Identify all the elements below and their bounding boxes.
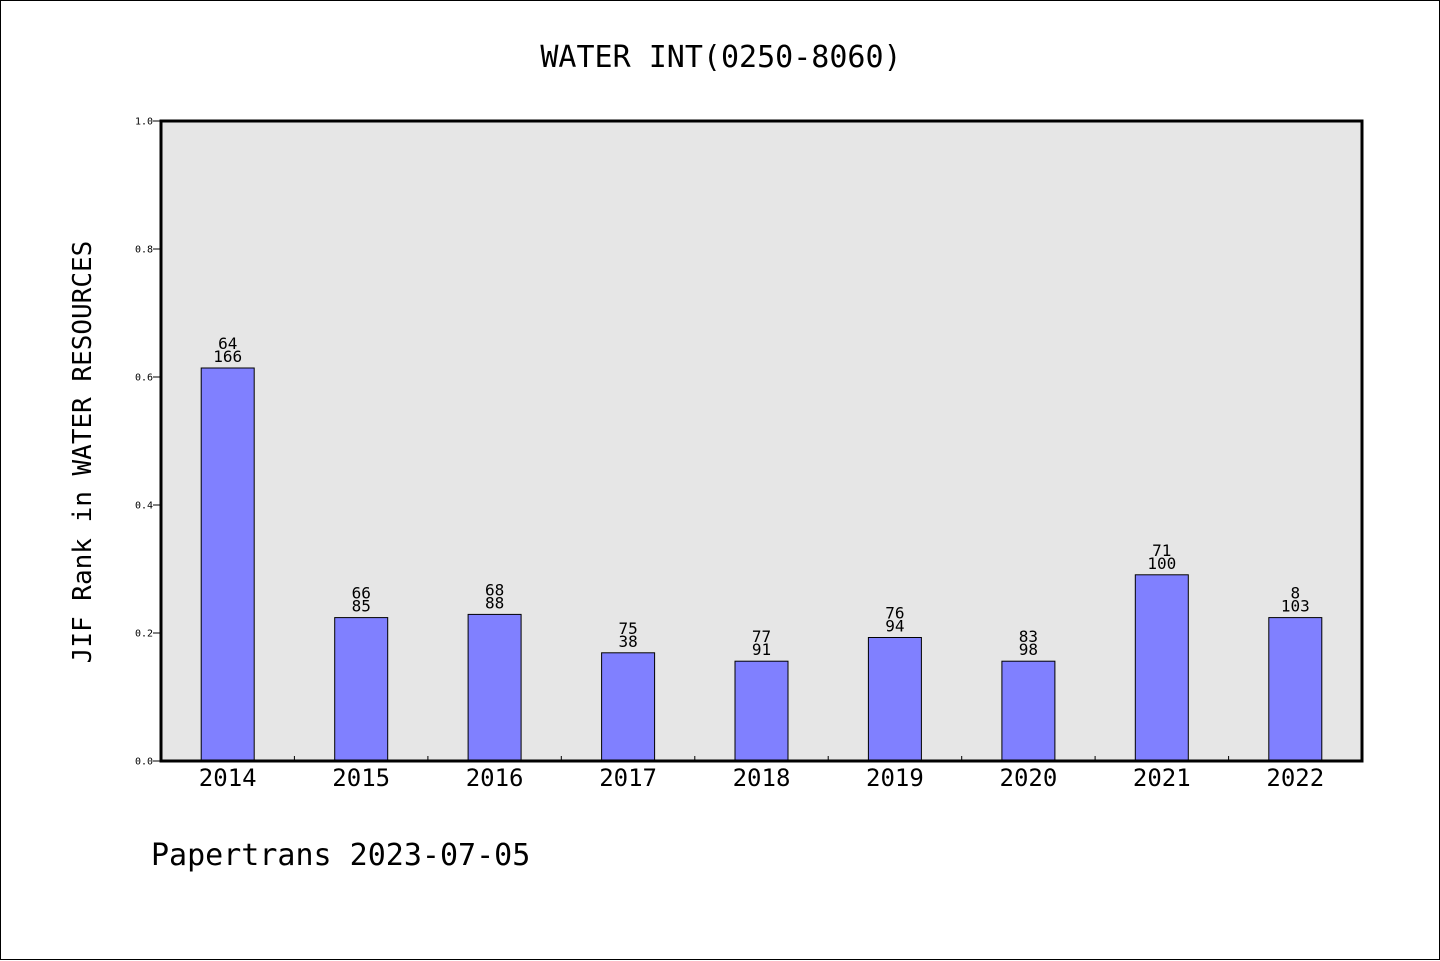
bar-2019 bbox=[867, 637, 922, 762]
chart-title: WATER INT(0250-8060) bbox=[540, 40, 901, 75]
bar-rank-label-2017: 75 bbox=[618, 619, 637, 638]
bar-total-label-2015: 85 bbox=[352, 597, 371, 616]
bar-total-label-2022: 103 bbox=[1281, 597, 1310, 616]
bar-total-label-2016: 88 bbox=[485, 593, 504, 612]
bar-rank-label-2015: 66 bbox=[352, 584, 371, 603]
bar-2016 bbox=[467, 613, 522, 762]
bar-total-label-2021: 100 bbox=[1147, 554, 1176, 573]
y-tick-label: 0.2 bbox=[135, 629, 153, 640]
bar-2014 bbox=[200, 367, 255, 762]
x-tick-label-2020: 2020 bbox=[1000, 764, 1058, 792]
bar-rank-label-2018: 77 bbox=[752, 627, 771, 646]
bar-rank-label-2014: 64 bbox=[218, 334, 237, 353]
bar-2017 bbox=[601, 652, 656, 762]
bar-rank-label-2020: 83 bbox=[1019, 627, 1038, 646]
y-tick-label: 0.8 bbox=[135, 245, 153, 256]
bar-total-label-2014: 166 bbox=[213, 347, 242, 366]
bar-2020 bbox=[1001, 660, 1056, 762]
bar-total-label-2017: 38 bbox=[618, 632, 637, 651]
bar-rank-label-2016: 68 bbox=[485, 580, 504, 599]
x-tick-label-2015: 2015 bbox=[332, 764, 390, 792]
y-tick-label: 0.4 bbox=[135, 501, 153, 512]
x-tick-label-2017: 2017 bbox=[599, 764, 657, 792]
bar-2015 bbox=[334, 617, 389, 762]
x-tick-label-2016: 2016 bbox=[466, 764, 524, 792]
x-tick-label-2018: 2018 bbox=[733, 764, 791, 792]
bar-2021 bbox=[1134, 574, 1189, 762]
y-axis: 0.0 0.2 0.4 0.6 0.8 1.0 bbox=[135, 117, 161, 768]
bar-rank-label-2022: 8 bbox=[1290, 584, 1300, 603]
bar-2018 bbox=[734, 660, 789, 762]
y-tick-label: 1.0 bbox=[135, 117, 153, 128]
footer-text: Papertrans 2023-07-05 bbox=[151, 838, 530, 873]
y-axis-label: JIF Rank in WATER RESOURCES bbox=[68, 241, 98, 664]
bar-total-label-2019: 94 bbox=[885, 617, 904, 636]
y-tick-label: 0.6 bbox=[135, 373, 153, 384]
bar-total-label-2020: 98 bbox=[1019, 640, 1038, 659]
bar-total-label-2018: 91 bbox=[752, 640, 771, 659]
x-tick-label-2019: 2019 bbox=[866, 764, 924, 792]
x-tick-label-2022: 2022 bbox=[1266, 764, 1324, 792]
bar-rank-label-2021: 71 bbox=[1152, 541, 1171, 560]
bar-2022 bbox=[1268, 617, 1323, 762]
bar-rank-label-2019: 76 bbox=[885, 604, 904, 623]
x-tick-label-2014: 2014 bbox=[199, 764, 257, 792]
y-tick-label: 0.0 bbox=[135, 757, 153, 768]
plot-border bbox=[159, 119, 1364, 763]
x-tick-label-2021: 2021 bbox=[1133, 764, 1191, 792]
x-axis: 2014 2015 2016 2017 2018 2019 2020 2021 2022 bbox=[199, 756, 1324, 792]
